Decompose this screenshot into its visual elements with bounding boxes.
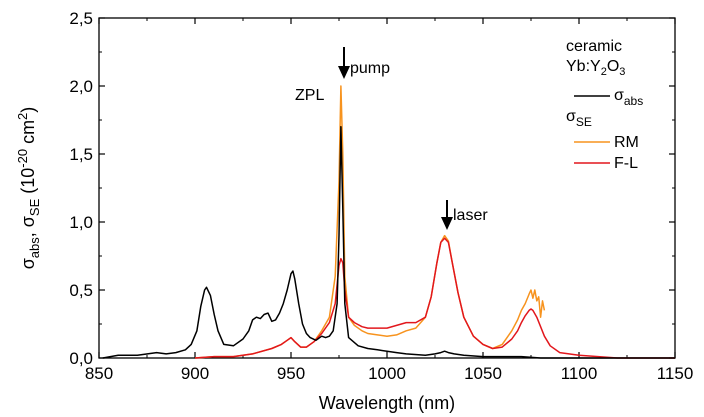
y-tick-label: 1,5 [69, 145, 93, 164]
series-rm [194, 85, 546, 359]
pump-arrow-icon [338, 47, 350, 79]
annotation-zpl: ZPL [295, 87, 324, 104]
legend-title-line1: ceramic [566, 38, 622, 55]
x-tick-label: 900 [181, 364, 209, 383]
annotation-pump: pump [350, 60, 390, 77]
laser-arrow-icon [441, 200, 453, 230]
legend: ceramic Yb:Y2O3 σabs σSE RM F-L [566, 38, 643, 172]
legend-label-fl: F-L [614, 155, 638, 172]
y-tick-label: 2,0 [69, 77, 93, 96]
legend-label-rm: RM [614, 134, 639, 151]
y-tick-label: 2,5 [69, 9, 93, 28]
legend-label-abs: σabs [614, 87, 643, 108]
x-axis-label: Wavelength (nm) [319, 393, 455, 413]
annotations: ZPL pump laser [295, 47, 488, 230]
x-tick-label: 1000 [368, 364, 406, 383]
x-tick-label: 1150 [657, 364, 694, 383]
x-tick-label: 1100 [561, 364, 598, 383]
y-tick-label: 0,5 [69, 281, 93, 300]
y-tick-label: 0,0 [69, 349, 93, 368]
y-axis-label: σabs, σSE (10-20 cm2) [15, 107, 42, 270]
ticks-layer: 850 900 950 1000 1050 1100 1150 0,0 0,5 1,0 1,5 2,0… [69, 9, 693, 383]
series-fl [194, 237, 675, 359]
annotation-laser: laser [453, 207, 488, 224]
x-tick-label: 850 [85, 364, 113, 383]
x-tick-label: 1050 [464, 364, 502, 383]
legend-title-line2: Yb:Y2O3 [566, 58, 625, 78]
series-layer [102, 85, 675, 359]
x-tick-label: 950 [277, 364, 305, 383]
legend-label-se: σSE [566, 108, 592, 129]
y-tick-label: 1,0 [69, 213, 93, 232]
series-abs [102, 126, 675, 359]
